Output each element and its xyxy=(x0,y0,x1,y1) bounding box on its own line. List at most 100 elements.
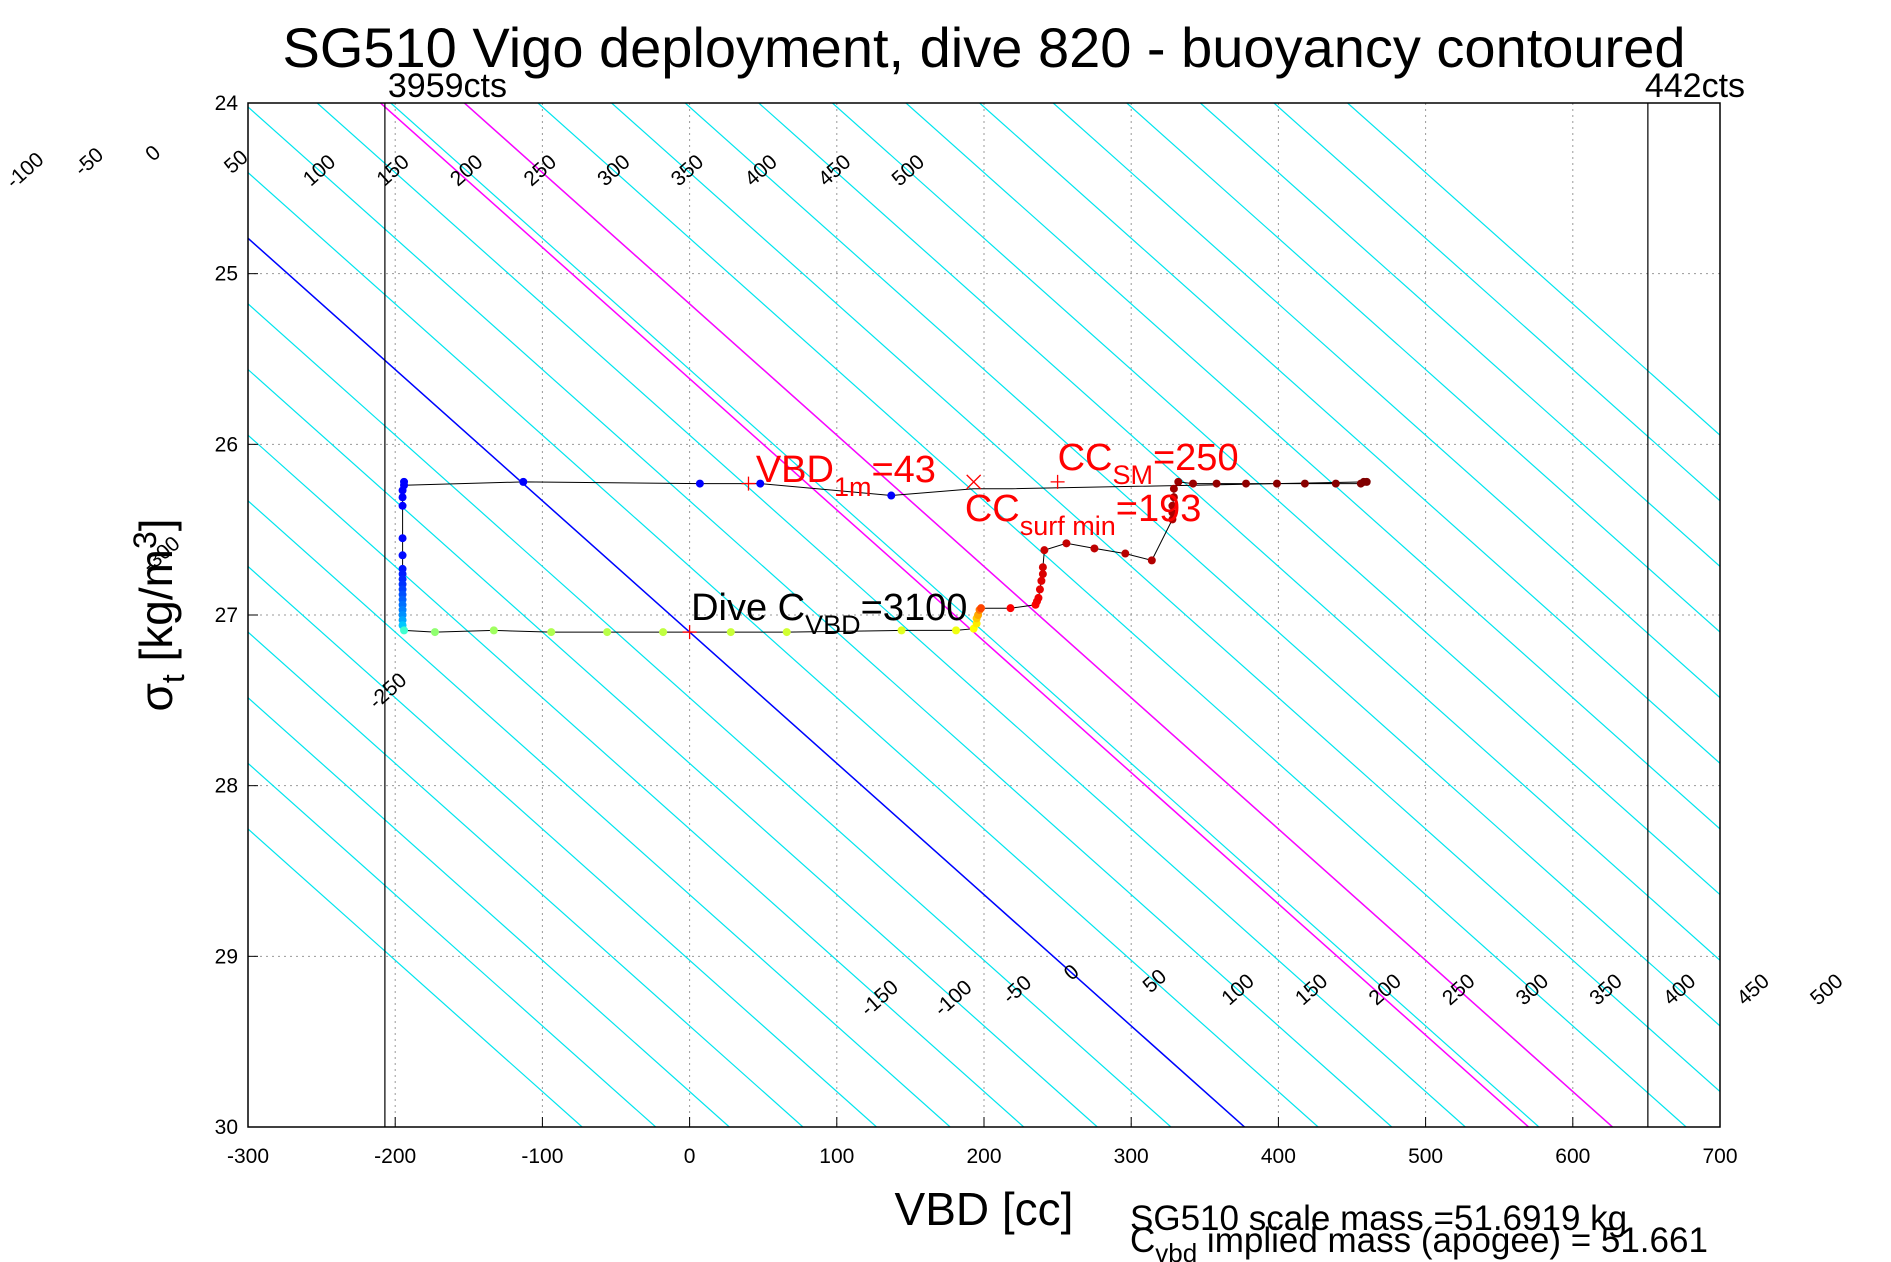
x-tick-label: 0 xyxy=(684,1145,696,1168)
dive-point xyxy=(398,551,407,560)
annotation-main: Dive C xyxy=(691,587,805,629)
y-tick-label: 27 xyxy=(215,604,238,627)
annotation-divecvbd: Dive CVBD=3100 xyxy=(691,587,967,640)
contour-line-highlight xyxy=(379,103,1530,1127)
contour-line xyxy=(1347,103,1720,436)
y-tick-label: 25 xyxy=(215,263,238,286)
dive-point xyxy=(1037,576,1046,585)
dive-point xyxy=(1040,546,1049,555)
contour-line xyxy=(248,368,1098,1127)
x-tick-label: -300 xyxy=(227,1145,269,1168)
y-label-close: ] xyxy=(130,518,182,531)
x-tick-label: 600 xyxy=(1555,1145,1590,1168)
dive-point xyxy=(1212,479,1221,488)
y-axis-label: σt [kg/m3] xyxy=(127,518,191,711)
annotation-ccsurf: CCsurf min=193 xyxy=(965,488,1202,541)
x-tick-label: 100 xyxy=(819,1145,854,1168)
contour-line xyxy=(1126,103,1720,633)
y-tick-label: 30 xyxy=(215,1116,238,1139)
dive-point xyxy=(1169,493,1178,502)
dive-point xyxy=(1147,556,1156,565)
contour-line xyxy=(248,828,583,1127)
dive-point xyxy=(1169,484,1178,493)
contour-label: -50 xyxy=(70,143,108,180)
contour-line-highlight xyxy=(463,103,1614,1127)
contour-line xyxy=(248,499,951,1127)
dive-point xyxy=(1331,479,1340,488)
contour-label: 250 xyxy=(1438,970,1479,1010)
dive-point xyxy=(519,477,528,486)
count-limit-lines: 3959cts 442cts xyxy=(384,67,1745,1127)
contour-line xyxy=(979,103,1720,765)
contour-label: 200 xyxy=(1364,970,1405,1010)
dive-point xyxy=(603,628,612,637)
contour-line xyxy=(248,171,1319,1127)
dive-point xyxy=(547,628,556,637)
contour-line xyxy=(248,696,730,1127)
contour-label: 50 xyxy=(1138,965,1171,998)
dive-point xyxy=(1168,515,1177,524)
y-tick-label: 24 xyxy=(215,92,239,115)
dive-point xyxy=(398,493,407,502)
contour-line xyxy=(831,103,1720,896)
footer-implied-mass: Cvbd implied mass (apogee) = 51.661 xyxy=(1130,1221,1708,1262)
contour-labels: -400-350-300-250-200-150-100-50050100150… xyxy=(2,141,1848,1021)
annotation-main: CC xyxy=(965,488,1020,530)
count-limit-label: 442cts xyxy=(1645,67,1745,105)
annotation-value: =43 xyxy=(871,449,935,491)
contour-line xyxy=(248,565,877,1127)
cross-marker xyxy=(966,474,982,490)
contour-label: 0 xyxy=(141,141,165,166)
dive-point xyxy=(398,534,407,543)
contour-label: -100 xyxy=(2,148,49,193)
dive-point xyxy=(1090,544,1099,553)
dive-point xyxy=(489,626,498,635)
annotation-vbd1m: VBD1m=43 xyxy=(756,449,936,502)
dive-point xyxy=(1242,479,1251,488)
contour-label: 350 xyxy=(667,150,708,190)
axis-ticks: -300 -200 -100 0 100 200 300 400 500 600 700242526… xyxy=(215,92,1738,1168)
y-tick-label: 29 xyxy=(215,945,238,968)
contour-label: 250 xyxy=(520,150,561,190)
x-axis-label: VBD [cc] xyxy=(895,1183,1074,1235)
annotation-sub: surf min xyxy=(1020,511,1116,541)
dive-point xyxy=(756,479,765,488)
dive-trace xyxy=(398,477,1371,637)
contour-label: 100 xyxy=(299,150,340,190)
plus-marker xyxy=(741,476,756,491)
footer-c-sub: vbd xyxy=(1155,1238,1197,1262)
dive-point xyxy=(782,628,791,637)
dive-point xyxy=(1300,479,1309,488)
y-tick-label: 26 xyxy=(215,433,238,456)
dive-point xyxy=(952,626,961,635)
dive-point xyxy=(726,628,735,637)
dive-point xyxy=(1034,593,1043,602)
y-label-sup: 3 xyxy=(127,531,163,549)
contour-label: -150 xyxy=(856,976,903,1021)
contour-line xyxy=(390,103,1540,1127)
dive-point xyxy=(1038,570,1047,579)
y-label-sigma: σ xyxy=(130,683,182,711)
contour-line xyxy=(248,434,1025,1127)
y-label-unit: [kg/m xyxy=(130,549,182,674)
contour-line xyxy=(758,103,1720,962)
plus-marker xyxy=(1050,474,1065,489)
dive-point xyxy=(1121,549,1130,558)
contour-label: 150 xyxy=(372,150,413,190)
footer-c: C xyxy=(1130,1221,1155,1260)
annotation-value: =3100 xyxy=(861,587,968,629)
contour-line xyxy=(1273,103,1720,502)
footer-rest: implied mass (apogee) = 51.661 xyxy=(1197,1221,1708,1260)
dive-point xyxy=(659,628,668,637)
contour-line xyxy=(248,303,1172,1127)
contour-label: -50 xyxy=(998,971,1036,1008)
dive-point xyxy=(430,628,439,637)
contour-label: 0 xyxy=(1060,960,1084,985)
contour-line xyxy=(248,106,1393,1127)
dive-point xyxy=(977,604,986,613)
contour-label: 450 xyxy=(814,150,855,190)
contour-label: 450 xyxy=(1732,970,1773,1010)
footer-scale-mass: SG510 scale mass =51.6919 kg xyxy=(1130,1199,1627,1238)
contour-label: 500 xyxy=(888,150,929,190)
